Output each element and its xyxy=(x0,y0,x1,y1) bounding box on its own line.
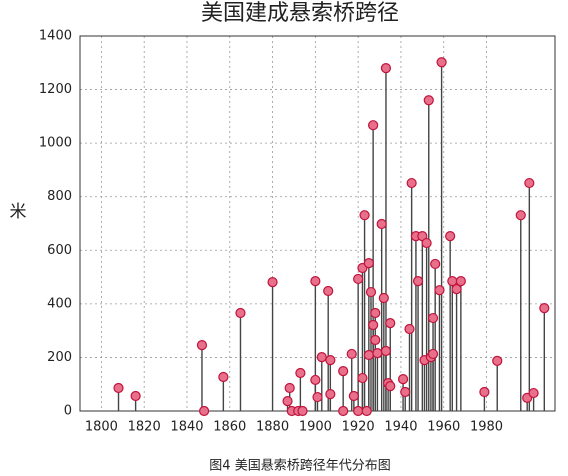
x-tick-label: 1980 xyxy=(470,420,503,435)
marker xyxy=(539,303,550,314)
marker xyxy=(363,349,374,361)
marker xyxy=(353,273,364,285)
marker xyxy=(492,355,503,367)
marker xyxy=(365,286,377,298)
marker xyxy=(479,386,490,398)
marker xyxy=(325,355,336,366)
x-tick-label: 1800 xyxy=(85,420,118,435)
marker xyxy=(421,237,432,249)
marker xyxy=(310,275,321,287)
marker xyxy=(361,405,372,417)
y-tick-label: 1200 xyxy=(39,82,72,97)
marker xyxy=(385,318,396,329)
marker xyxy=(430,258,441,270)
x-tick-label: 1920 xyxy=(342,420,375,435)
marker xyxy=(295,367,306,379)
marker xyxy=(363,258,374,269)
marker xyxy=(400,386,411,398)
marker xyxy=(404,323,415,335)
x-tick-label: 1840 xyxy=(170,420,203,435)
y-tick-label: 400 xyxy=(47,296,72,311)
marker xyxy=(338,405,349,417)
x-tick-label: 1940 xyxy=(384,420,417,435)
marker xyxy=(198,405,210,417)
marker xyxy=(284,382,295,394)
y-tick-label: 1400 xyxy=(39,29,72,44)
marker xyxy=(323,285,334,297)
marker xyxy=(427,348,439,360)
marker xyxy=(297,405,308,417)
marker xyxy=(524,177,535,189)
y-tick-label: 1000 xyxy=(39,136,72,151)
x-tick-label: 1960 xyxy=(427,420,460,435)
marker xyxy=(113,382,124,394)
marker xyxy=(372,348,383,359)
x-tick-label: 1900 xyxy=(299,420,332,435)
marker xyxy=(368,319,379,331)
marker xyxy=(235,307,246,319)
marker xyxy=(310,374,321,386)
x-tick-label: 1880 xyxy=(256,420,289,435)
marker xyxy=(385,380,396,392)
marker xyxy=(423,95,434,106)
y-tick-label: 200 xyxy=(47,350,72,365)
marker xyxy=(267,277,278,288)
caption: 图4 美国悬索桥跨径年代分布图 xyxy=(209,459,390,474)
marker xyxy=(325,389,336,400)
y-tick-label: 600 xyxy=(47,243,72,258)
marker xyxy=(406,177,417,189)
marker xyxy=(359,210,370,221)
marker xyxy=(130,390,141,402)
marker xyxy=(353,405,364,417)
marker xyxy=(316,352,327,363)
y-axis-label: 米 xyxy=(10,202,27,222)
marker xyxy=(378,292,389,304)
y-tick-label: 0 xyxy=(64,404,72,419)
marker xyxy=(357,372,368,384)
marker xyxy=(528,387,539,399)
marker xyxy=(370,307,381,319)
marker xyxy=(445,230,456,242)
marker xyxy=(346,348,357,360)
marker xyxy=(434,285,445,296)
marker xyxy=(196,340,208,351)
y-tick-label: 800 xyxy=(47,189,72,204)
marker xyxy=(282,395,293,407)
x-tick-label: 1860 xyxy=(213,420,246,435)
marker xyxy=(312,391,323,403)
marker xyxy=(436,57,447,68)
marker xyxy=(370,334,381,346)
marker xyxy=(380,63,392,74)
marker xyxy=(451,284,462,295)
marker xyxy=(376,218,387,230)
marker xyxy=(348,390,359,402)
marker xyxy=(455,275,466,287)
x-tick-label: 1820 xyxy=(128,420,161,435)
marker xyxy=(338,365,349,377)
marker xyxy=(218,371,229,383)
marker xyxy=(397,374,409,385)
marker xyxy=(412,275,424,287)
marker xyxy=(515,210,526,221)
chart-title: 美国建成悬索桥跨径 xyxy=(201,1,399,26)
marker xyxy=(427,312,439,324)
marker xyxy=(368,120,379,131)
marker xyxy=(380,345,392,357)
